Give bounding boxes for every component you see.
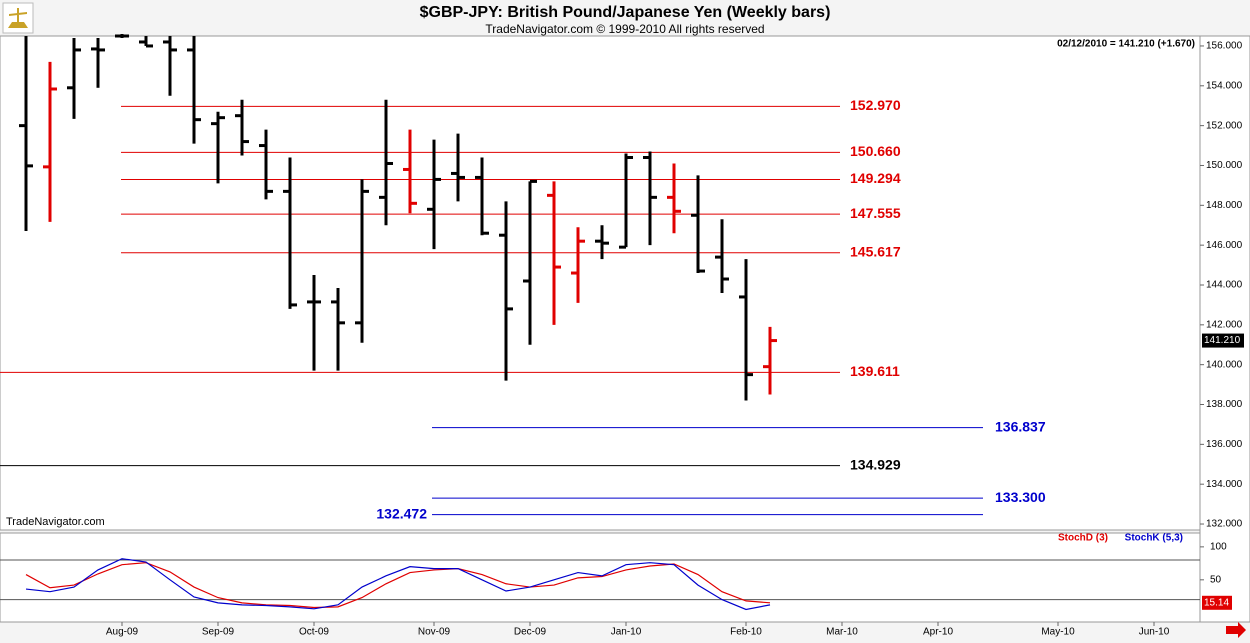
- level-label: 132.472: [376, 505, 427, 521]
- y-tick-label: 136.000: [1206, 439, 1243, 450]
- x-tick-label: Oct-09: [299, 627, 329, 638]
- y-tick-label: 144.000: [1206, 280, 1243, 291]
- x-tick-label: Mar-10: [826, 627, 858, 638]
- x-tick-label: Dec-09: [514, 627, 547, 638]
- y-tick-label: 142.000: [1206, 319, 1243, 330]
- level-label: 147.555: [850, 205, 901, 221]
- chart-subtitle: TradeNavigator.com © 1999-2010 All right…: [485, 22, 764, 36]
- x-tick-label: Sep-09: [202, 627, 235, 638]
- stoch-line: [25, 558, 771, 611]
- right-axis: [1199, 35, 1250, 623]
- x-tick-label: Nov-09: [418, 627, 451, 638]
- last-price-label: 141.210: [1204, 335, 1241, 346]
- x-tick-label: Feb-10: [730, 627, 762, 638]
- level-label: 145.617: [850, 243, 901, 259]
- legend-label: StochD (3): [1058, 533, 1108, 544]
- x-tick-label: Aug-09: [106, 627, 139, 638]
- y-tick-label: 150.000: [1206, 160, 1243, 171]
- y-tick-label: 134.000: [1206, 479, 1243, 490]
- logo: [2, 2, 34, 34]
- y-tick-label: 100: [1210, 542, 1227, 553]
- scroll-arrow: [1226, 622, 1246, 638]
- level-label: 150.660: [850, 143, 901, 159]
- price-panel: [0, 35, 1201, 531]
- last-stoch-label: 15.14: [1204, 597, 1229, 608]
- level-label: 134.929: [850, 456, 901, 472]
- y-tick-label: 156.000: [1206, 41, 1243, 52]
- y-tick-label: 138.000: [1206, 399, 1243, 410]
- last-price-box: [1202, 333, 1244, 348]
- watermark: TradeNavigator.com: [6, 516, 105, 528]
- stoch-line: [25, 562, 771, 609]
- level-label: 133.300: [995, 489, 1046, 505]
- x-tick-label: Apr-10: [923, 627, 953, 638]
- y-tick-label: 146.000: [1206, 240, 1243, 251]
- x-tick-label: Jan-10: [611, 627, 642, 638]
- y-tick-label: 154.000: [1206, 80, 1243, 91]
- x-tick-label: Jun-10: [1139, 627, 1170, 638]
- y-tick-label: 50: [1210, 574, 1222, 585]
- level-label: 136.837: [995, 418, 1046, 434]
- level-label: 139.611: [850, 363, 900, 379]
- info-label: 02/12/2010 = 141.210 (+1.670): [1057, 39, 1195, 50]
- level-label: 149.294: [850, 170, 901, 186]
- level-label: 152.970: [850, 97, 901, 113]
- last-stoch-box: [1202, 595, 1232, 610]
- chart-title: $GBP-JPY: British Pound/Japanese Yen (We…: [420, 4, 831, 21]
- x-tick-label: May-10: [1041, 627, 1075, 638]
- y-tick-label: 152.000: [1206, 120, 1243, 131]
- y-tick-label: 140.000: [1206, 359, 1243, 370]
- y-tick-label: 148.000: [1206, 200, 1243, 211]
- stoch-panel: [0, 532, 1201, 623]
- y-tick-label: 132.000: [1206, 519, 1243, 530]
- legend-label: StochK (5,3): [1125, 533, 1183, 544]
